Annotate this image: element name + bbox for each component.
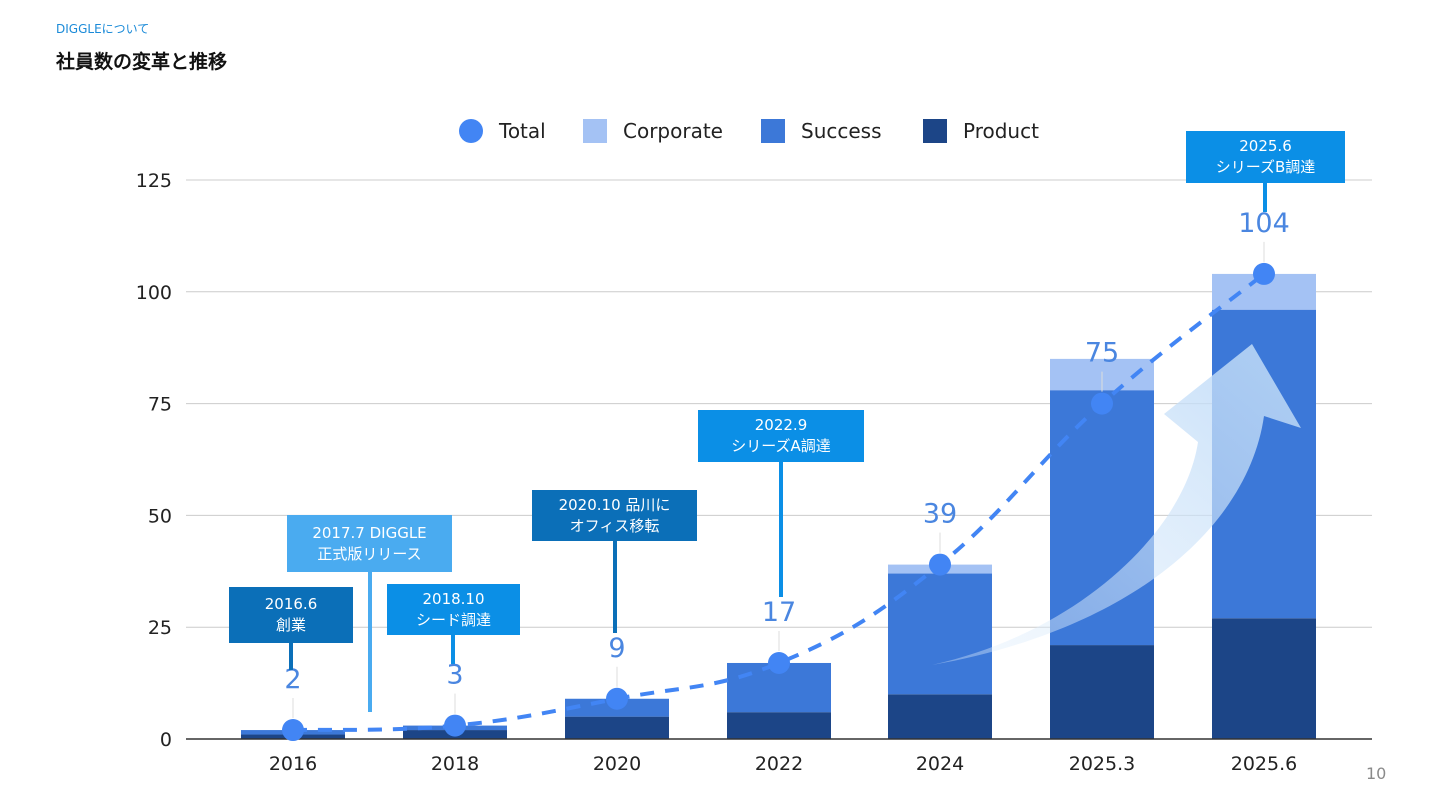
legend-label-success: Success — [801, 119, 882, 143]
x-tick-label: 2016 — [269, 753, 317, 775]
growth-arrow-icon — [932, 344, 1301, 665]
legend-label-product: Product — [963, 119, 1039, 143]
milestone-callout: 2017.7 DIGGLE 正式版リリース — [287, 515, 452, 572]
legend-label-corporate: Corporate — [623, 119, 723, 143]
y-tick-label: 50 — [148, 505, 172, 527]
y-tick-label: 75 — [148, 394, 172, 416]
milestone-callout: 2016.6 創業 — [229, 587, 353, 643]
milestone-callout: 2022.9 シリーズA調達 — [698, 410, 864, 462]
total-point — [282, 719, 304, 742]
legend-product-icon — [923, 119, 947, 143]
total-value-label: 9 — [608, 633, 625, 664]
bar-product-2020 — [565, 716, 669, 739]
x-tick-label: 2022 — [755, 753, 803, 775]
milestone-callout-line: 正式版リリース — [317, 544, 422, 563]
milestone-callout: 2020.10 品川に オフィス移転 — [532, 490, 697, 541]
legend-success-icon — [761, 119, 785, 143]
milestone-callout-line: 2016.6 — [264, 595, 318, 613]
bar-product-2025.3 — [1050, 645, 1154, 739]
page-number: 10 — [1366, 764, 1387, 783]
total-value-label: 3 — [446, 660, 463, 691]
legend-total-icon — [459, 119, 483, 143]
x-tick-label: 2020 — [593, 753, 641, 775]
bar-product-2022 — [727, 712, 831, 739]
milestone-callout-line: 2020.10 品川に — [558, 495, 671, 514]
milestone-callout: 2018.10 シード調達 — [387, 584, 520, 635]
y-tick-label: 25 — [148, 617, 172, 639]
total-point — [768, 651, 790, 674]
total-point — [1253, 262, 1275, 285]
y-tick-label: 100 — [136, 282, 172, 304]
legend-label-total: Total — [498, 119, 546, 143]
total-point — [929, 553, 951, 576]
total-value-label: 2 — [284, 664, 301, 695]
total-point — [606, 687, 628, 710]
total-point — [1091, 392, 1113, 415]
milestone-callout-line: 2025.6 — [1239, 137, 1292, 155]
bar-product-2024 — [888, 694, 992, 739]
y-tick-label: 0 — [160, 729, 172, 751]
milestone-callout-line: 2018.10 — [422, 589, 485, 608]
milestone-callout-line: シード調達 — [415, 610, 491, 629]
milestone-callout-line: 創業 — [275, 616, 306, 634]
milestone-callout-line: シリーズB調達 — [1215, 158, 1316, 176]
page-title: 社員数の変革と推移 — [56, 51, 228, 73]
y-tick-label: 125 — [136, 170, 172, 192]
milestone-callout: 2025.6 シリーズB調達 — [1186, 131, 1345, 183]
x-tick-label: 2018 — [431, 753, 479, 775]
x-tick-label: 2025.6 — [1231, 753, 1297, 775]
milestone-callout-line: オフィス移転 — [569, 516, 660, 535]
total-value-label: 39 — [923, 499, 957, 530]
total-value-label: 17 — [762, 597, 796, 628]
bar-product-2025.6 — [1212, 618, 1316, 739]
milestone-callout-line: 2022.9 — [754, 416, 808, 434]
x-tick-label: 2025.3 — [1069, 753, 1135, 775]
total-value-label: 75 — [1085, 338, 1119, 369]
milestone-callout-line: シリーズA調達 — [731, 437, 831, 455]
total-point — [444, 714, 466, 737]
section-eyebrow: DIGGLEについて — [56, 22, 150, 36]
x-tick-label: 2024 — [916, 753, 964, 775]
total-value-label: 104 — [1238, 208, 1290, 239]
milestone-callout-line: 2017.7 DIGGLE — [312, 523, 427, 542]
legend-corporate-icon — [583, 119, 607, 143]
